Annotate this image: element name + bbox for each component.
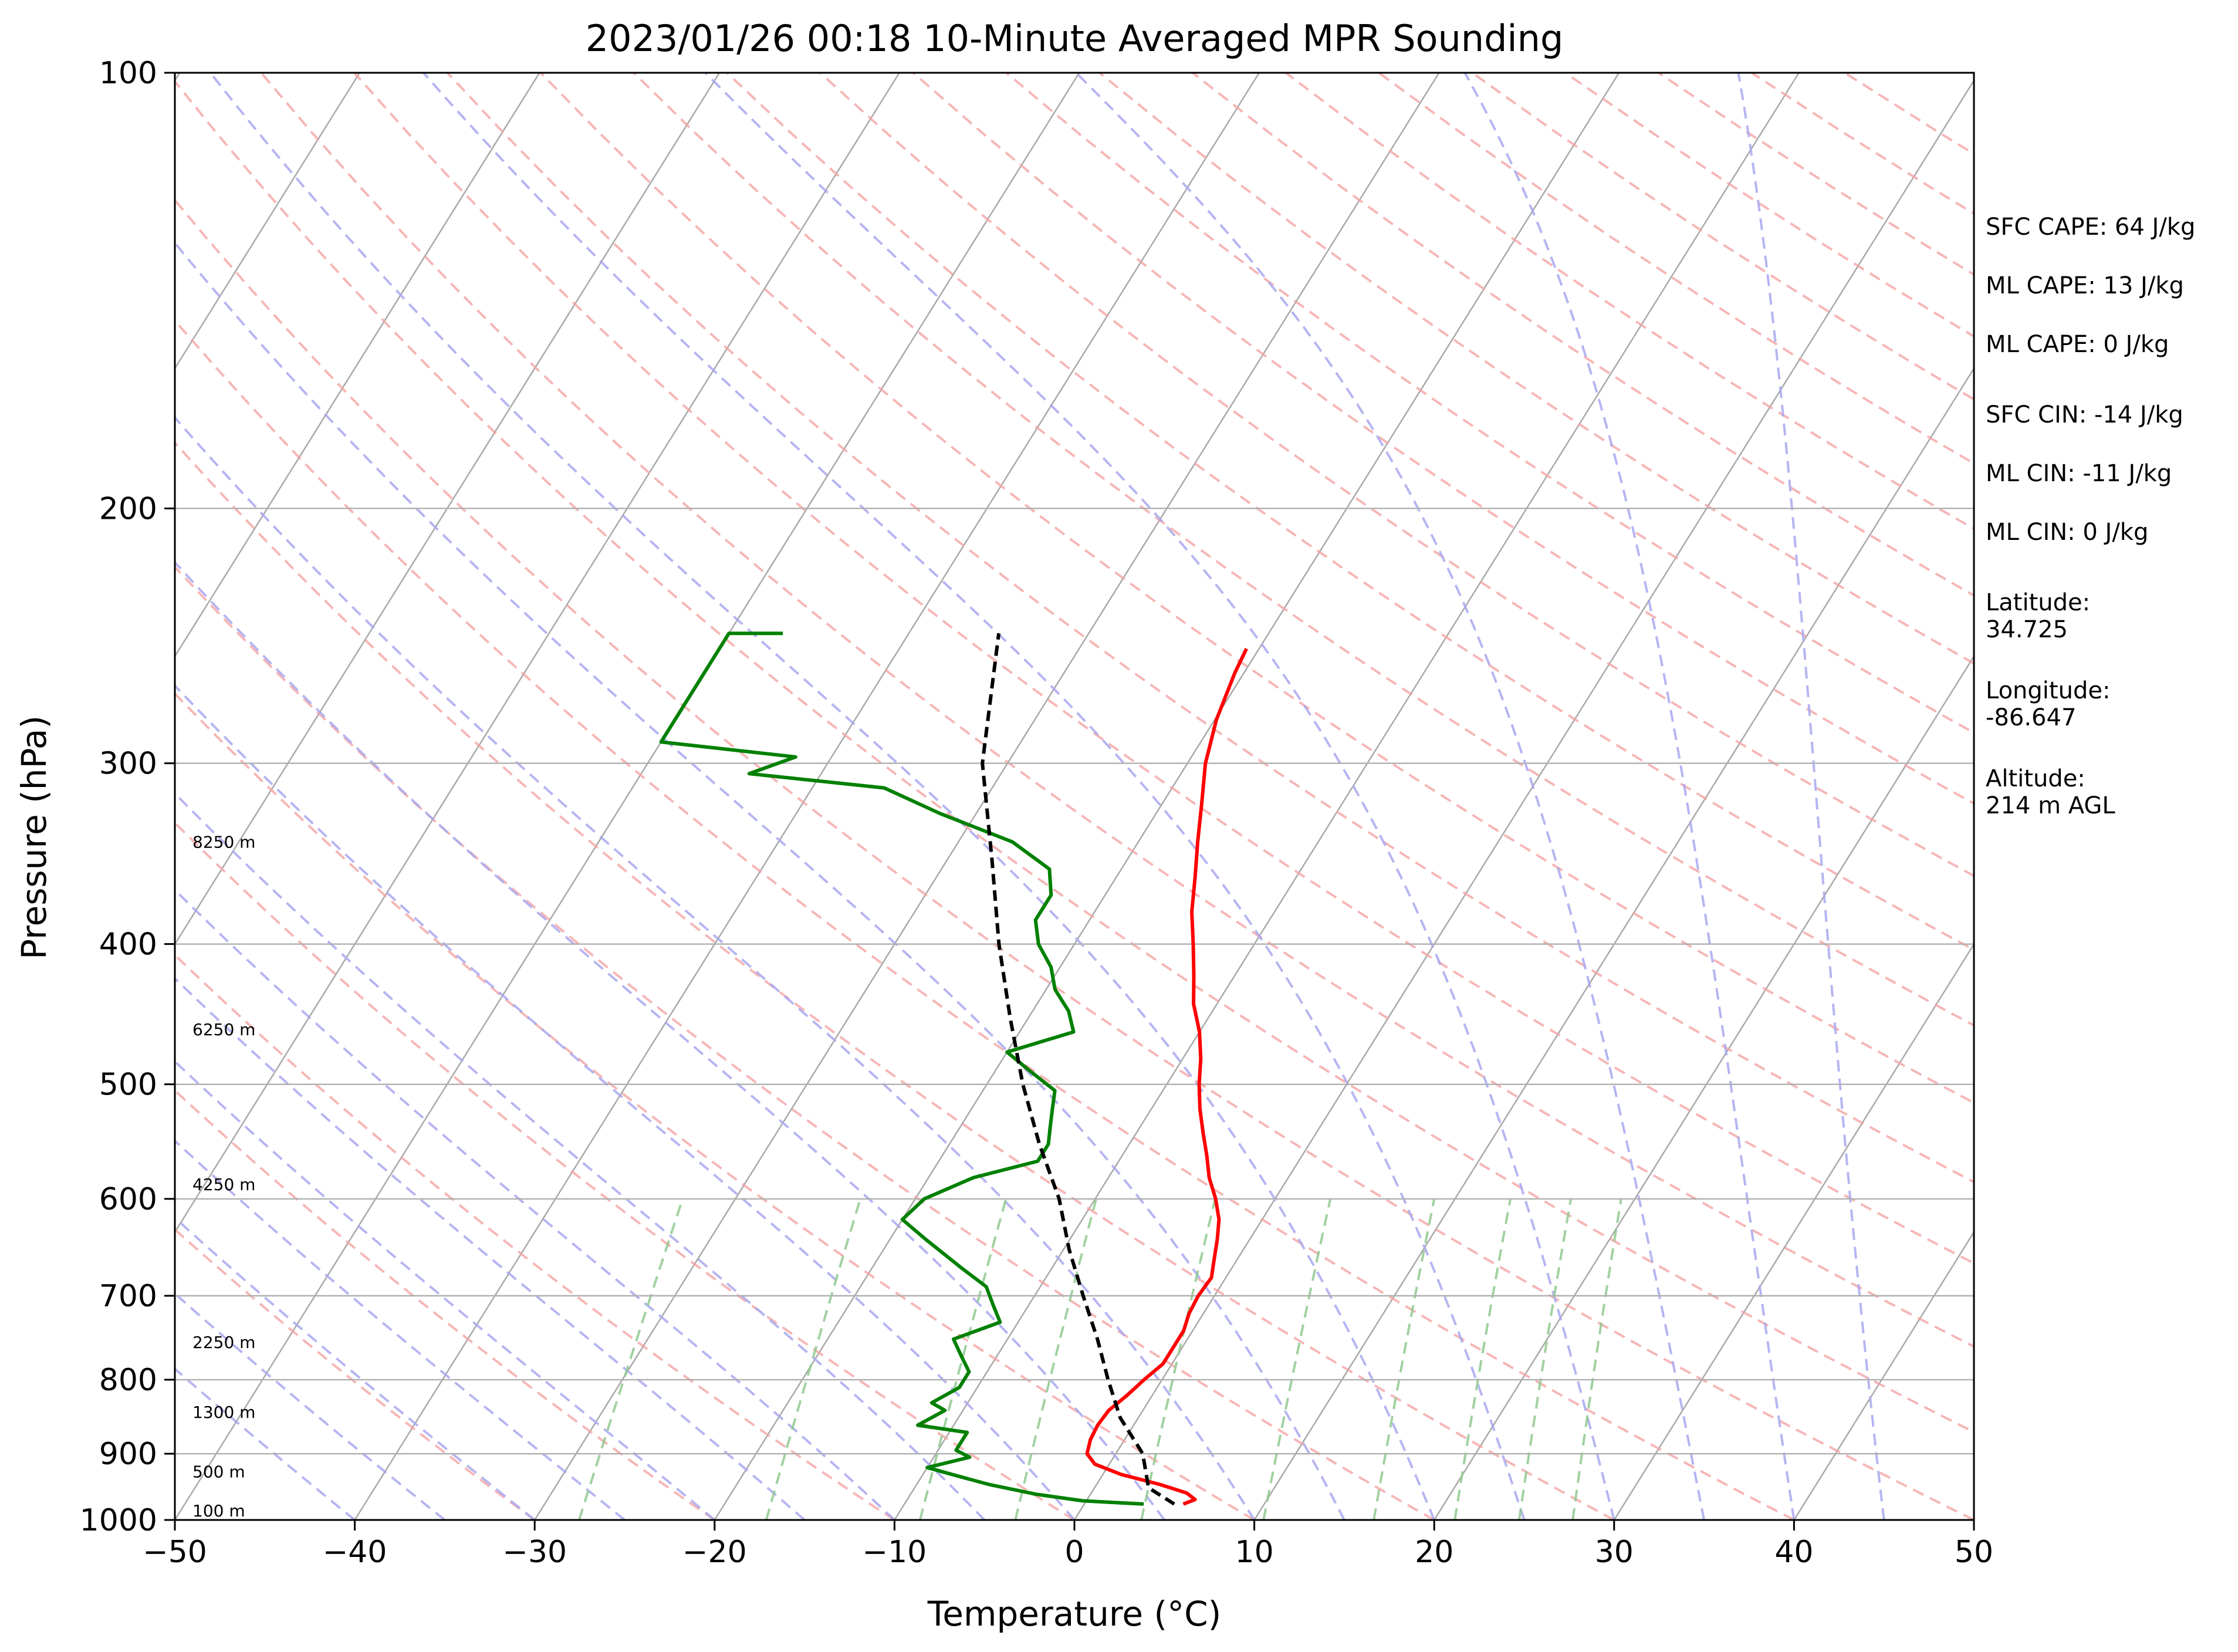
- height-label: 100 m: [192, 1501, 245, 1521]
- x-tick-label: −50: [143, 1535, 207, 1570]
- side-panel-line: ML CIN: 0 J/kg: [1986, 519, 2148, 546]
- side-panel-item: ML CIN: 0 J/kg: [1986, 519, 2148, 546]
- height-label: 8250 m: [192, 832, 255, 852]
- x-tick-label: −40: [323, 1535, 387, 1570]
- height-label: 2250 m: [192, 1333, 255, 1352]
- y-axis-label: Pressure (hPa): [14, 715, 54, 960]
- x-tick-label: 40: [1774, 1535, 1813, 1570]
- side-panel-line: SFC CAPE: 64 J/kg: [1986, 214, 2195, 241]
- y-tick-label: 100: [99, 56, 157, 91]
- y-tick-label: 300: [99, 746, 157, 782]
- side-panel-item: ML CIN: -11 J/kg: [1986, 460, 2172, 487]
- side-panel-item: SFC CIN: -14 J/kg: [1986, 401, 2183, 428]
- side-panel-line: -86.647: [1986, 704, 2076, 731]
- height-label: 500 m: [192, 1462, 245, 1482]
- y-tick-label: 500: [99, 1067, 157, 1103]
- height-label: 6250 m: [192, 1020, 255, 1039]
- x-axis-label: Temperature (°C): [927, 1594, 1222, 1634]
- side-panel-line: Latitude:: [1986, 589, 2090, 616]
- x-tick-label: 50: [1955, 1535, 1993, 1570]
- side-panel-line: ML CAPE: 13 J/kg: [1986, 272, 2184, 299]
- side-panel-item: ML CAPE: 13 J/kg: [1986, 272, 2184, 299]
- x-tick-label: 10: [1235, 1535, 1274, 1570]
- side-panel-item: ML CAPE: 0 J/kg: [1986, 331, 2169, 358]
- height-label: 4250 m: [192, 1175, 255, 1194]
- y-tick-label: 900: [99, 1437, 157, 1472]
- side-panel-line: Altitude:: [1986, 765, 2085, 792]
- side-panel-line: ML CIN: -11 J/kg: [1986, 460, 2172, 487]
- side-panel-line: 34.725: [1986, 616, 2068, 643]
- side-panel-item: SFC CAPE: 64 J/kg: [1986, 214, 2195, 241]
- y-tick-label: 400: [99, 927, 157, 962]
- y-tick-label: 700: [99, 1279, 157, 1314]
- side-panel-line: Longitude:: [1986, 677, 2110, 704]
- side-panel-line: 214 m AGL: [1986, 792, 2115, 819]
- x-tick-label: 0: [1064, 1535, 1084, 1570]
- chart-title: 2023/01/26 00:18 10-Minute Averaged MPR …: [586, 17, 1564, 60]
- y-tick-label: 800: [99, 1363, 157, 1398]
- y-tick-label: 1000: [80, 1503, 157, 1538]
- side-panel-line: ML CAPE: 0 J/kg: [1986, 331, 2169, 358]
- y-tick-label: 600: [99, 1182, 157, 1217]
- side-panel-line: SFC CIN: -14 J/kg: [1986, 401, 2183, 428]
- y-tick-label: 200: [99, 491, 157, 526]
- height-label: 1300 m: [192, 1403, 255, 1422]
- x-tick-label: 30: [1595, 1535, 1634, 1570]
- x-tick-label: −10: [863, 1535, 927, 1570]
- x-tick-label: −30: [502, 1535, 567, 1570]
- x-tick-label: 20: [1415, 1535, 1453, 1570]
- x-tick-label: −20: [682, 1535, 747, 1570]
